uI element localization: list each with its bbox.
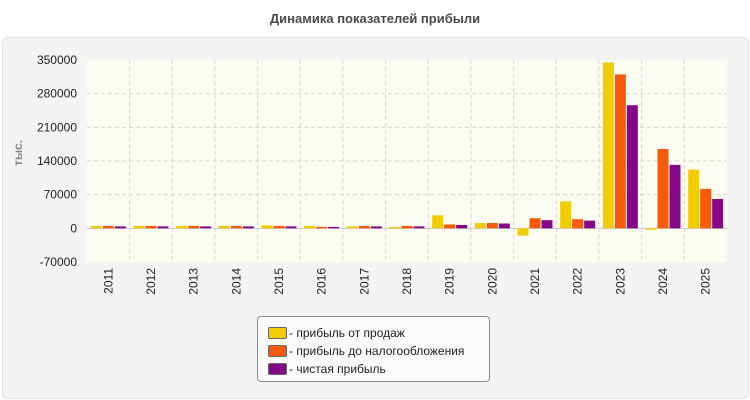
x-tick-label: 2016 <box>315 268 329 295</box>
bar-sales-profit <box>133 225 145 229</box>
x-tick-label: 2019 <box>443 268 457 295</box>
bar-pretax-profit <box>486 223 498 229</box>
bar-pretax-profit <box>529 218 541 229</box>
bar-net-profit <box>498 223 510 229</box>
bar-sales-profit <box>602 62 614 229</box>
bar-pretax-profit <box>614 74 626 229</box>
x-tick-label: 2020 <box>485 268 499 295</box>
bar-sales-profit <box>304 225 316 229</box>
x-tick-label: 2015 <box>272 268 286 295</box>
x-tick-label: 2014 <box>229 268 243 295</box>
bar-net-profit <box>456 224 468 229</box>
bar-pretax-profit <box>657 148 669 229</box>
bar-sales-profit <box>176 225 188 229</box>
bar-sales-profit <box>346 226 358 229</box>
x-tick-label: 2024 <box>656 268 670 295</box>
bar-sales-profit <box>560 201 572 229</box>
x-tick-label: 2013 <box>187 268 201 295</box>
bar-pretax-profit <box>316 226 328 229</box>
bar-pretax-profit <box>700 188 712 229</box>
bar-net-profit <box>626 105 638 229</box>
bar-sales-profit <box>218 225 230 229</box>
bar-net-profit <box>541 220 553 229</box>
x-tick-label: 2011 <box>101 268 115 294</box>
bar-sales-profit <box>474 223 486 229</box>
legend-swatch-net-profit <box>268 363 287 375</box>
legend-label-pretax-profit: - прибыль до налогообложения <box>289 344 465 358</box>
bar-sales-profit <box>517 228 529 236</box>
bar-sales-profit <box>389 226 401 229</box>
bar-pretax-profit <box>401 225 413 229</box>
bar-pretax-profit <box>102 225 114 229</box>
bar-net-profit <box>328 226 340 229</box>
bar-sales-profit <box>688 169 700 229</box>
bar-net-profit <box>114 226 126 229</box>
y-tick-label: 210000 <box>37 120 77 134</box>
y-tick-label: 0 <box>70 221 77 235</box>
legend-swatch-pretax-profit <box>268 345 287 357</box>
legend: - прибыль от продаж - прибыль до налогоо… <box>257 316 490 382</box>
bar-pretax-profit <box>230 225 242 229</box>
bar-net-profit <box>285 226 297 229</box>
y-tick-label: 70000 <box>44 188 78 202</box>
chart-title: Динамика показателей прибыли <box>269 11 481 26</box>
bar-pretax-profit <box>572 219 584 229</box>
legend-label-net-profit: - чистая прибыль <box>289 362 386 376</box>
bar-net-profit <box>584 220 596 229</box>
bar-net-profit <box>669 164 681 229</box>
legend-swatch-sales-profit <box>268 327 287 339</box>
y-axis-label: тыс. <box>11 140 25 166</box>
bar-pretax-profit <box>444 224 456 229</box>
bar-sales-profit <box>432 215 444 229</box>
bar-pretax-profit <box>273 225 285 229</box>
bar-sales-profit <box>645 228 657 230</box>
x-tick-label: 2022 <box>571 268 585 295</box>
bar-net-profit <box>200 226 212 229</box>
legend-item-sales-profit: - прибыль от продаж <box>268 325 405 341</box>
x-tick-label: 2023 <box>613 268 627 295</box>
legend-label-sales-profit: - прибыль от продаж <box>289 326 405 340</box>
bar-net-profit <box>370 226 382 229</box>
x-tick-label: 2012 <box>144 268 158 295</box>
legend-item-pretax-profit: - прибыль до налогообложения <box>268 343 464 359</box>
bar-net-profit <box>413 226 425 229</box>
bar-pretax-profit <box>188 225 200 229</box>
bar-net-profit <box>242 226 254 229</box>
bar-pretax-profit <box>358 225 370 229</box>
bar-pretax-profit <box>145 225 157 229</box>
y-tick-label: 280000 <box>37 87 77 101</box>
y-tick-label: -70000 <box>40 255 78 269</box>
bar-net-profit <box>712 198 724 229</box>
x-tick-label: 2018 <box>400 268 414 295</box>
bar-sales-profit <box>261 225 273 229</box>
y-tick-label: 350000 <box>37 53 77 67</box>
x-tick-label: 2017 <box>357 268 371 295</box>
y-tick-label: 140000 <box>37 154 77 168</box>
x-tick-label: 2025 <box>699 268 713 295</box>
bar-sales-profit <box>90 225 102 229</box>
bar-net-profit <box>157 226 169 229</box>
legend-item-net-profit: - чистая прибыль <box>268 361 386 377</box>
x-tick-label: 2021 <box>528 268 542 295</box>
